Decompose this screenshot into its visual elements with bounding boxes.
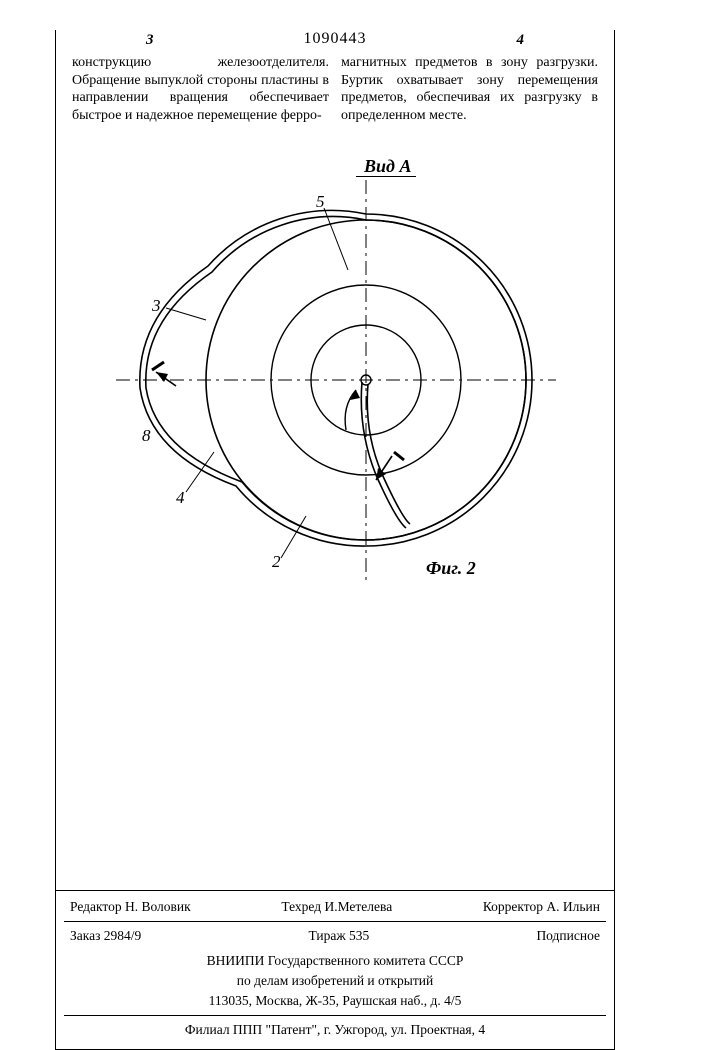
column-number-left: 3 <box>146 32 154 49</box>
view-label: Вид А <box>364 156 411 177</box>
figure-svg <box>56 130 616 660</box>
text-column-right: магнитных предметов в зону разгрузки. Бу… <box>335 54 604 124</box>
ref-2: 2 <box>272 552 281 572</box>
blank-space <box>56 660 614 890</box>
header: 3 1090443 4 <box>56 30 614 54</box>
view-underline <box>356 176 416 177</box>
publication-info: Редактор Н. Воловик Техред И.Метелева Ко… <box>56 890 614 1049</box>
editor: Редактор Н. Воловик <box>70 897 191 917</box>
figure-label: Фиг. 2 <box>426 558 476 579</box>
subscription: Подписное <box>536 926 600 946</box>
text-column-left: конструкцию железоотделителя. Обращение … <box>66 54 335 124</box>
figure: Вид А Фиг. 2 5 3 8 4 2 <box>56 130 614 660</box>
ref-4: 4 <box>176 488 185 508</box>
branch-line: Филиал ППП "Патент", г. Ужгород, ул. Про… <box>64 1020 606 1040</box>
organization-line2: по делам изобретений и открытий <box>64 971 606 991</box>
pubinfo-row-staff: Редактор Н. Воловик Техред И.Метелева Ко… <box>64 897 606 922</box>
print-run: Тираж 535 <box>308 926 369 946</box>
pubinfo-block-order: Заказ 2984/9 Тираж 535 Подписное ВНИИПИ … <box>64 926 606 1016</box>
ref-5: 5 <box>316 192 325 212</box>
corrector: Корректор А. Ильин <box>483 897 600 917</box>
ref-8: 8 <box>142 426 151 446</box>
body-text: конструкцию железоотделителя. Обращение … <box>56 54 614 130</box>
ref-3: 3 <box>152 296 161 316</box>
tech-editor: Техред И.Метелева <box>281 897 392 917</box>
address-line: 113035, Москва, Ж-35, Раушская наб., д. … <box>64 991 606 1011</box>
order-number: Заказ 2984/9 <box>70 926 141 946</box>
page-frame: 3 1090443 4 конструкцию железоотделителя… <box>55 30 615 1050</box>
organization-line1: ВНИИПИ Государственного комитета СССР <box>64 951 606 971</box>
column-number-right: 4 <box>517 32 525 49</box>
patent-number: 1090443 <box>304 30 367 48</box>
